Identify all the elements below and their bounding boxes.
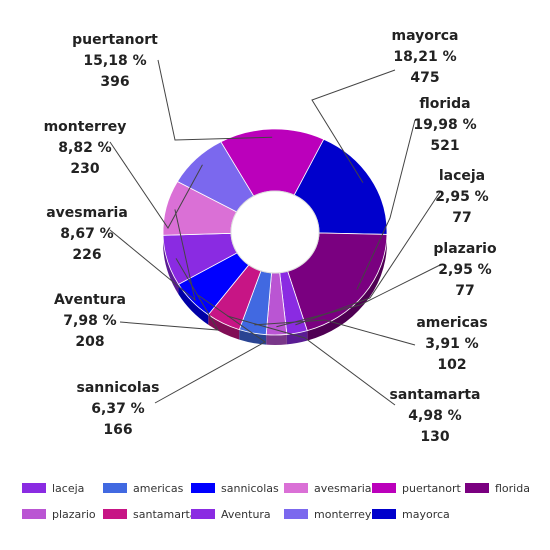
- legend-swatch-americas: [103, 483, 127, 493]
- slice-label-percent: 3,91 %: [425, 336, 478, 352]
- legend-swatch-santamarta: [103, 509, 127, 519]
- slice-label-name: mayorca: [392, 28, 459, 44]
- slice-label-value: 130: [420, 429, 449, 445]
- legend-swatch-puertanort: [372, 483, 396, 493]
- legend-label-mayorca: mayorca: [402, 508, 450, 521]
- legend-label-florida: florida: [495, 482, 530, 495]
- slice-side-plazario: [266, 334, 287, 346]
- leader-lines: [109, 59, 441, 406]
- slice-label-value: 475: [410, 70, 439, 86]
- slice-label-percent: 7,98 %: [63, 313, 116, 329]
- donut-hole: [230, 190, 320, 274]
- slice-label-percent: 2,95 %: [435, 189, 488, 205]
- slice-label-name: americas: [416, 315, 487, 331]
- legend-label-laceja: laceja: [52, 482, 84, 495]
- legend-label-plazario: plazario: [52, 508, 96, 521]
- slice-side-Aventura: [163, 235, 179, 295]
- leader-line-americas: [254, 319, 416, 346]
- slice-side-santamarta: [208, 314, 240, 340]
- leader-line-avesmaria: [109, 209, 196, 302]
- slice-side-americas: [239, 329, 267, 345]
- slice-label-percent: 15,18 %: [83, 53, 146, 69]
- slice-label-value: 521: [430, 138, 459, 154]
- leader-line-Aventura: [119, 258, 219, 331]
- legend-swatch-plazario: [22, 509, 46, 519]
- slice-label-percent: 18,21 %: [393, 49, 456, 65]
- slice-label-percent: 8,82 %: [58, 140, 111, 156]
- leader-line-florida: [356, 119, 416, 290]
- legend-label-santamarta: santamarta: [133, 508, 197, 521]
- slice-label-name: sannicolas: [76, 380, 159, 396]
- slice-label-name: santamarta: [390, 387, 481, 403]
- legend-swatch-Aventura: [191, 509, 215, 519]
- legend-label-puertanort: puertanort: [402, 482, 462, 495]
- slice-labels: mayorca 18,21 % 475 florida 19,98 % 521 laceja…: [44, 28, 497, 445]
- slice-label-percent: 8,67 %: [60, 226, 113, 242]
- slice-label-name: laceja: [439, 168, 485, 184]
- slice-label-percent: 6,37 %: [91, 401, 144, 417]
- slice-label-value: 230: [70, 161, 99, 177]
- slice-side-florida: [307, 234, 387, 341]
- slice-label-value: 77: [455, 283, 474, 299]
- slice-label-name: puertanort: [72, 32, 158, 48]
- slice-label-name: plazario: [433, 241, 497, 257]
- slice-label-name: monterrey: [44, 119, 127, 135]
- leader-line-mayorca: [311, 69, 396, 183]
- slice-label-percent: 2,95 %: [438, 262, 491, 278]
- leader-line-sannicolas: [154, 294, 266, 404]
- slice-label-value: 77: [452, 210, 471, 226]
- slice-label-value: 208: [75, 334, 104, 350]
- slice-side-sannicolas: [178, 284, 209, 325]
- legend-swatch-laceja: [22, 483, 46, 493]
- legend-label-americas: americas: [133, 482, 184, 495]
- legend-swatch-mayorca: [372, 509, 396, 519]
- leader-line-plazario: [276, 264, 441, 328]
- slice-label-value: 166: [103, 422, 132, 438]
- legend-label-monterrey: monterrey: [314, 508, 372, 521]
- donut-slices: [162, 128, 388, 336]
- slice-label-value: 102: [437, 357, 466, 373]
- slice-label-name: florida: [419, 96, 470, 112]
- leader-line-monterrey: [109, 141, 203, 229]
- slice-label-percent: 19,98 %: [413, 117, 476, 133]
- leader-line-laceja: [295, 191, 441, 326]
- slice-label-name: Aventura: [54, 292, 126, 308]
- legend-swatch-florida: [465, 483, 489, 493]
- legend-label-sannicolas: sannicolas: [221, 482, 279, 495]
- legend: laceja americas sannicolas avesmaria puertan…: [22, 482, 530, 521]
- leader-line-santamarta: [227, 315, 396, 406]
- leader-line-puertanort: [157, 59, 273, 141]
- legend-swatch-monterrey: [284, 509, 308, 519]
- slice-label-percent: 4,98 %: [408, 408, 461, 424]
- legend-swatch-avesmaria: [284, 483, 308, 493]
- legend-swatch-sannicolas: [191, 483, 215, 493]
- legend-label-Aventura: Aventura: [221, 508, 271, 521]
- slice-label-value: 396: [100, 74, 129, 90]
- slice-label-value: 226: [72, 247, 101, 263]
- slice-label-name: avesmaria: [46, 205, 128, 221]
- legend-label-avesmaria: avesmaria: [314, 482, 372, 495]
